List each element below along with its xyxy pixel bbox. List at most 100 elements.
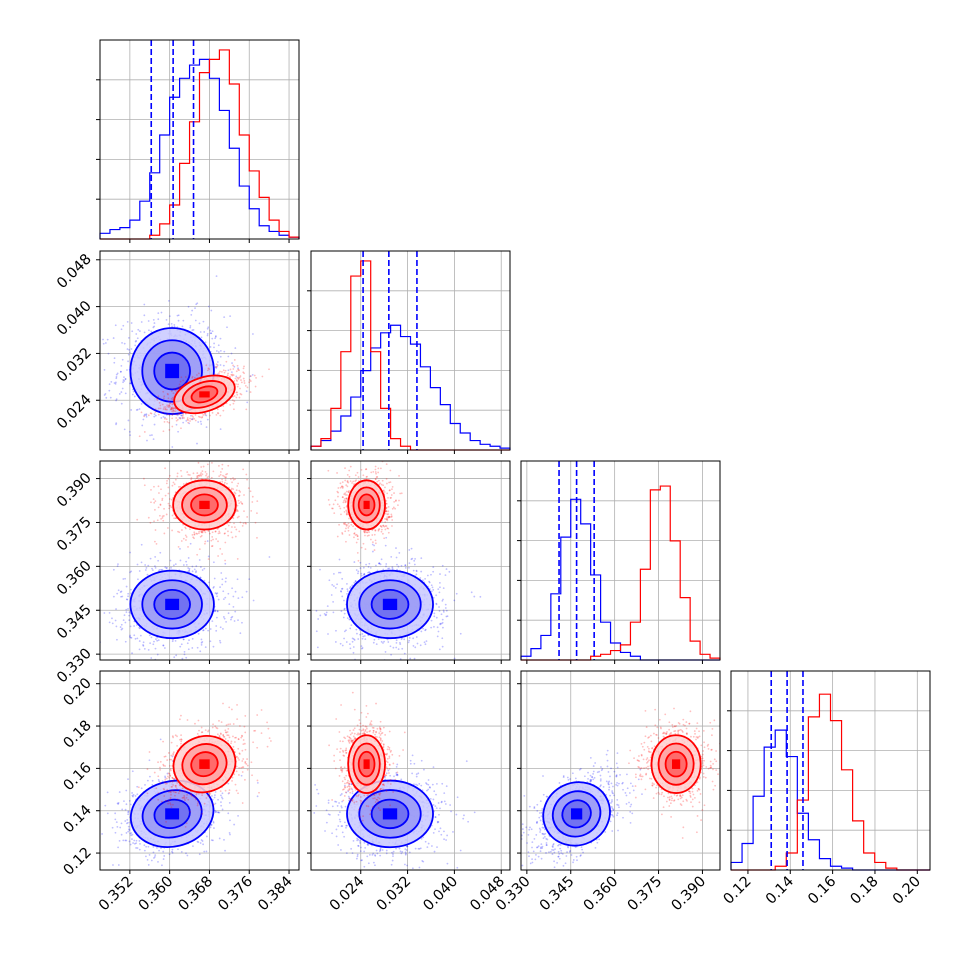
scatter-point	[241, 596, 243, 598]
scatter-point	[207, 333, 209, 335]
scatter-point	[102, 339, 104, 341]
scatter-point	[187, 419, 189, 421]
scatter-point	[182, 320, 184, 322]
scatter-point	[199, 548, 201, 550]
scatter-point	[215, 630, 217, 632]
scatter-point	[171, 417, 173, 419]
scatter-point	[396, 557, 398, 559]
scatter-point	[433, 613, 435, 615]
scatter-point	[188, 648, 190, 650]
scatter-point	[444, 662, 446, 664]
scatter-point	[171, 390, 173, 392]
scatter-point	[199, 416, 201, 418]
scatter-point	[158, 492, 160, 494]
scatter-point	[211, 477, 213, 479]
scatter-point	[200, 472, 202, 474]
scatter-point	[333, 573, 335, 575]
scatter-point	[381, 641, 383, 643]
scatter-point	[155, 648, 157, 650]
scatter-point	[178, 413, 180, 415]
scatter-point	[173, 413, 175, 415]
scatter-point	[129, 552, 131, 554]
histogram-red-step	[731, 694, 930, 870]
scatter-point	[167, 527, 169, 529]
scatter-point	[174, 483, 176, 485]
scatter-point	[333, 612, 335, 614]
scatter-point	[342, 501, 344, 503]
scatter-point	[212, 330, 214, 332]
scatter-point	[342, 588, 344, 590]
scatter-point	[243, 522, 245, 524]
scatter-point	[126, 598, 128, 600]
scatter-point	[115, 608, 117, 610]
scatter-point	[348, 523, 350, 525]
scatter-point	[130, 571, 132, 573]
scatter-point	[162, 391, 164, 393]
scatter-point	[178, 320, 180, 322]
histogram-panel-2	[517, 461, 720, 664]
scatter-point	[168, 422, 170, 424]
scatter-point	[345, 629, 347, 631]
scatter-point	[209, 533, 211, 535]
scatter-point	[153, 319, 155, 321]
scatter-point	[177, 419, 179, 421]
scatter-point	[180, 418, 182, 420]
scatter-point	[409, 562, 411, 564]
scatter-point	[341, 578, 343, 580]
scatter-point	[316, 630, 318, 632]
scatter-point	[170, 567, 172, 569]
scatter-point	[308, 619, 310, 621]
scatter-point	[230, 478, 232, 480]
scatter-point	[168, 503, 170, 505]
scatter-point	[235, 591, 237, 593]
scatter-point	[183, 417, 185, 419]
scatter-point	[326, 612, 328, 614]
scatter-point	[385, 651, 387, 653]
scatter-point	[143, 478, 145, 480]
scatter-point	[218, 372, 220, 374]
scatter-point	[219, 586, 221, 588]
scatter-point	[370, 567, 372, 569]
scatter-point	[215, 530, 217, 532]
scatter-point	[120, 371, 122, 373]
scatter-point	[152, 643, 154, 645]
scatter-point	[224, 542, 226, 544]
scatter-point	[252, 333, 254, 335]
scatter-point	[355, 629, 357, 631]
scatter-point	[242, 371, 244, 373]
scatter-point	[209, 415, 211, 417]
scatter-point	[236, 485, 238, 487]
scatter-point	[172, 485, 174, 487]
scatter-point	[130, 589, 132, 591]
scatter-point	[349, 587, 351, 589]
scatter-point	[206, 473, 208, 475]
scatter-point	[139, 408, 141, 410]
scatter-point	[187, 474, 189, 476]
scatter-point	[136, 519, 138, 521]
scatter-point	[220, 474, 222, 476]
scatter-point	[396, 642, 398, 644]
scatter-point	[341, 596, 343, 598]
scatter-point	[353, 536, 355, 538]
scatter-point	[131, 322, 133, 324]
scatter-point	[250, 510, 252, 512]
scatter-point	[188, 306, 190, 308]
scatter-point	[179, 383, 181, 385]
scatter-point	[386, 483, 388, 485]
scatter-point	[205, 646, 207, 648]
scatter-point	[405, 564, 407, 566]
scatter-point	[202, 414, 204, 416]
scatter-point	[384, 661, 386, 663]
scatter-point	[289, 636, 291, 638]
scatter-point	[435, 594, 437, 596]
scatter-point	[230, 531, 232, 533]
scatter-point	[200, 331, 202, 333]
scatter-point	[242, 525, 244, 527]
scatter-point	[156, 640, 158, 642]
scatter-point	[171, 426, 173, 428]
scatter-point	[158, 408, 160, 410]
scatter-point	[353, 561, 355, 563]
scatter-point	[217, 408, 219, 410]
scatter-point	[165, 409, 167, 411]
scatter-point	[117, 565, 119, 567]
